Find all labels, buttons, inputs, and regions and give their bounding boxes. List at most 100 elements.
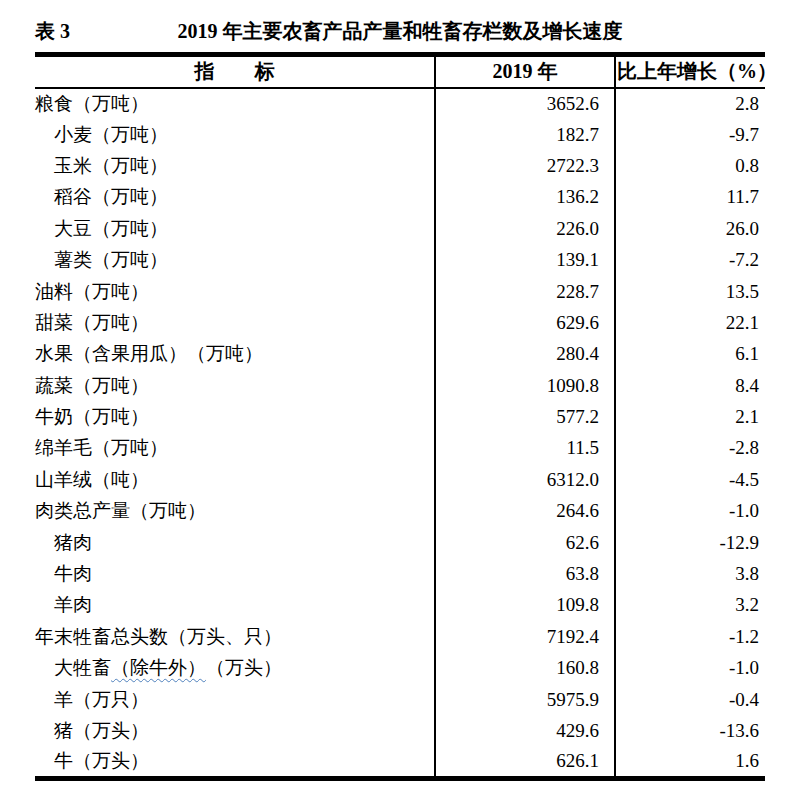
growth-percent-cell: -2.8 [615, 433, 765, 464]
indicator-label: 玉米（万吨） [54, 155, 168, 176]
indicator-label: 甜菜（万吨） [35, 312, 149, 333]
indicator-cell: 羊肉 [35, 590, 435, 621]
growth-percent-cell: 6.1 [615, 339, 765, 370]
column-header-indicator: 指 标 [35, 55, 435, 88]
growth-percent-cell: -12.9 [615, 527, 765, 558]
table-number-label: 表 3 [35, 18, 70, 45]
indicator-cell: 薯类（万吨） [35, 244, 435, 275]
indicator-cell: 玉米（万吨） [35, 150, 435, 181]
value-2019-cell: 429.6 [435, 715, 615, 746]
indicator-cell: 山羊绒（吨） [35, 464, 435, 495]
value-2019-cell: 280.4 [435, 339, 615, 370]
indicator-cell: 猪肉 [35, 527, 435, 558]
indicator-cell: 牛奶（万吨） [35, 401, 435, 432]
indicator-cell: 蔬菜（万吨） [35, 370, 435, 401]
table-row: 牛（万头） 626.1 1.6 [35, 747, 765, 778]
table-row: 羊肉 109.8 3.2 [35, 590, 765, 621]
table-header-row: 指 标 2019 年 比上年增长（%） [35, 55, 765, 88]
indicator-label: 油料（万吨） [35, 281, 149, 302]
table-row: 年末牲畜总头数（万头、只） 7192.4 -1.2 [35, 621, 765, 652]
value-2019-cell: 160.8 [435, 653, 615, 684]
table-row: 稻谷（万吨） 136.2 11.7 [35, 182, 765, 213]
value-2019-cell: 11.5 [435, 433, 615, 464]
value-2019-cell: 629.6 [435, 307, 615, 338]
growth-percent-cell: -13.6 [615, 715, 765, 746]
value-2019-cell: 139.1 [435, 244, 615, 275]
indicator-label: 牛肉 [54, 563, 92, 584]
indicator-label: 牛奶（万吨） [35, 406, 149, 427]
indicator-label: 羊肉 [54, 594, 92, 615]
table-row: 山羊绒（吨） 6312.0 -4.5 [35, 464, 765, 495]
table-row: 油料（万吨） 228.7 13.5 [35, 276, 765, 307]
growth-percent-cell: 3.2 [615, 590, 765, 621]
growth-percent-cell: 0.8 [615, 150, 765, 181]
value-2019-cell: 182.7 [435, 119, 615, 150]
indicator-label: 牛（万头） [54, 750, 149, 771]
column-header-growth: 比上年增长（%） [615, 55, 765, 88]
growth-percent-cell: 22.1 [615, 307, 765, 338]
growth-percent-cell: -0.4 [615, 684, 765, 715]
value-2019-cell: 7192.4 [435, 621, 615, 652]
indicator-label: 肉类总产量（万吨） [35, 500, 206, 521]
indicator-cell: 粮食（万吨） [35, 88, 435, 119]
growth-percent-cell: 3.8 [615, 558, 765, 589]
indicator-label: 猪（万头） [54, 720, 149, 741]
indicator-cell: 稻谷（万吨） [35, 182, 435, 213]
table-row: 玉米（万吨） 2722.3 0.8 [35, 150, 765, 181]
indicator-label: 水果（含果用瓜）（万吨） [35, 343, 263, 364]
value-2019-cell: 62.6 [435, 527, 615, 558]
table-row: 粮食（万吨） 3652.6 2.8 [35, 88, 765, 119]
value-2019-cell: 1090.8 [435, 370, 615, 401]
indicator-label: 薯类（万吨） [54, 249, 168, 270]
indicator-label: 大豆（万吨） [54, 218, 168, 239]
indicator-cell: 牛（万头） [35, 747, 435, 778]
value-2019-cell: 3652.6 [435, 88, 615, 119]
value-2019-cell: 2722.3 [435, 150, 615, 181]
growth-percent-cell: -1.2 [615, 621, 765, 652]
indicator-cell: 水果（含果用瓜）（万吨） [35, 339, 435, 370]
table-row: 绵羊毛（万吨） 11.5 -2.8 [35, 433, 765, 464]
indicator-cell: 大豆（万吨） [35, 213, 435, 244]
growth-percent-cell: -9.7 [615, 119, 765, 150]
growth-percent-cell: 13.5 [615, 276, 765, 307]
table-row: 大牲畜（除牛外）（万头） 160.8 -1.0 [35, 653, 765, 684]
indicator-label: 稻谷（万吨） [54, 186, 168, 207]
value-2019-cell: 109.8 [435, 590, 615, 621]
indicator-cell: 油料（万吨） [35, 276, 435, 307]
document-page: 表 3 2019 年主要农畜产品产量和牲畜存栏数及增长速度 指 标 2019 年… [0, 0, 800, 781]
indicator-cell: 牛肉 [35, 558, 435, 589]
growth-percent-cell: 2.8 [615, 88, 765, 119]
growth-percent-cell: 1.6 [615, 747, 765, 778]
indicator-label: 羊（万只） [54, 689, 149, 710]
indicator-label: 年末牲畜总头数（万头、只） [35, 626, 282, 647]
growth-percent-cell: -7.2 [615, 244, 765, 275]
indicator-cell: 绵羊毛（万吨） [35, 433, 435, 464]
indicator-label: 蔬菜（万吨） [35, 375, 149, 396]
value-2019-cell: 63.8 [435, 558, 615, 589]
indicator-label: 猪肉 [54, 532, 92, 553]
table-row: 牛奶（万吨） 577.2 2.1 [35, 401, 765, 432]
grammar-underlined-text: （除牛外） [111, 657, 206, 678]
indicator-label: 山羊绒（吨） [35, 469, 149, 490]
indicator-cell: 猪（万头） [35, 715, 435, 746]
value-2019-cell: 5975.9 [435, 684, 615, 715]
table-row: 水果（含果用瓜）（万吨） 280.4 6.1 [35, 339, 765, 370]
table-row: 猪肉 62.6 -12.9 [35, 527, 765, 558]
value-2019-cell: 264.6 [435, 496, 615, 527]
table-row: 大豆（万吨） 226.0 26.0 [35, 213, 765, 244]
indicator-label: 绵羊毛（万吨） [35, 437, 168, 458]
value-2019-cell: 228.7 [435, 276, 615, 307]
table-row: 牛肉 63.8 3.8 [35, 558, 765, 589]
value-2019-cell: 577.2 [435, 401, 615, 432]
growth-percent-cell: 11.7 [615, 182, 765, 213]
indicator-cell: 大牲畜（除牛外）（万头） [35, 653, 435, 684]
indicator-label: 小麦（万吨） [54, 124, 168, 145]
value-2019-cell: 626.1 [435, 747, 615, 778]
table-row: 薯类（万吨） 139.1 -7.2 [35, 244, 765, 275]
growth-percent-cell: -4.5 [615, 464, 765, 495]
indicator-cell: 甜菜（万吨） [35, 307, 435, 338]
table-body: 粮食（万吨） 3652.6 2.8 小麦（万吨） 182.7 -9.7 玉米（万… [35, 88, 765, 779]
statistics-table: 指 标 2019 年 比上年增长（%） 粮食（万吨） 3652.6 2.8 小麦… [35, 52, 765, 781]
table-row: 蔬菜（万吨） 1090.8 8.4 [35, 370, 765, 401]
table-row: 羊（万只） 5975.9 -0.4 [35, 684, 765, 715]
